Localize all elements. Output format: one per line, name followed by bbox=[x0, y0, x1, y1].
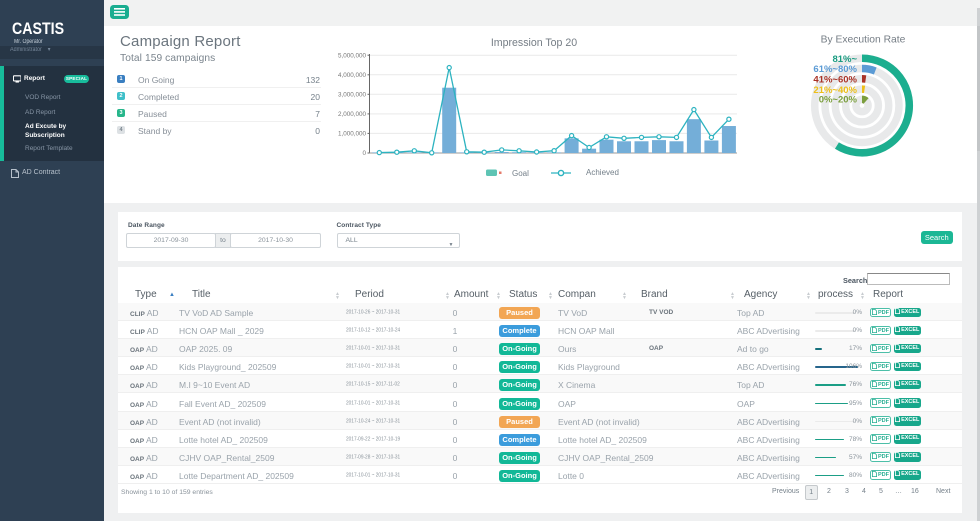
svg-text:41%~60%: 41%~60% bbox=[813, 75, 857, 86]
svg-text:5,000,000: 5,000,000 bbox=[338, 53, 367, 60]
svg-text:61%~80%: 61%~80% bbox=[813, 64, 857, 75]
svg-text:By Execution Rate: By Execution Rate bbox=[821, 35, 906, 46]
svg-text:Goal: Goal bbox=[512, 169, 529, 178]
svg-text:81%~: 81%~ bbox=[832, 54, 857, 65]
svg-text:21%~40%: 21%~40% bbox=[813, 85, 857, 96]
svg-text:0: 0 bbox=[362, 150, 366, 157]
svg-text:4,000,000: 4,000,000 bbox=[338, 72, 367, 79]
svg-text:3,000,000: 3,000,000 bbox=[338, 92, 367, 99]
svg-text:Achieved: Achieved bbox=[586, 168, 619, 177]
svg-text:Impression Top 20: Impression Top 20 bbox=[491, 37, 577, 49]
svg-text:2,000,000: 2,000,000 bbox=[338, 111, 367, 118]
svg-text:0%~20%: 0%~20% bbox=[819, 95, 858, 106]
svg-text:1,000,000: 1,000,000 bbox=[338, 131, 367, 138]
